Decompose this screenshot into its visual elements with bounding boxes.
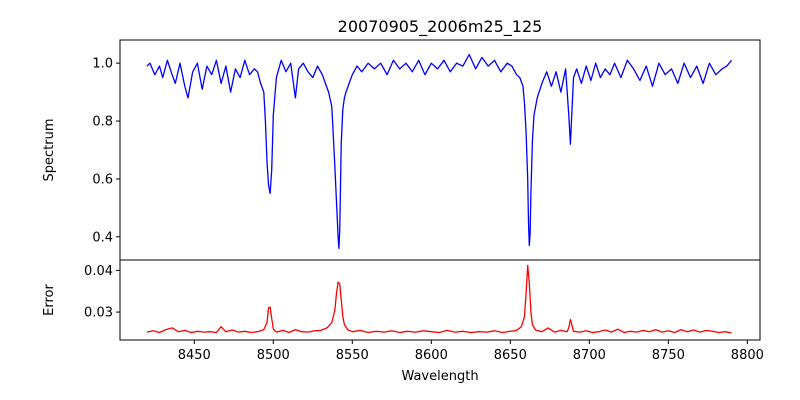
error-line (146, 264, 732, 334)
x-tick-label: 8700 (573, 348, 606, 363)
error-y-tick-label: 0.04 (84, 264, 113, 279)
spectrum-y-ticks: 0.4 0.6 0.8 1.0 (92, 57, 120, 245)
spectrum-line (146, 53, 733, 250)
spectrum-y-tick-label: 0.8 (92, 115, 113, 130)
x-axis-label: Wavelength (401, 369, 478, 384)
spectrum-y-label: Spectrum (42, 119, 57, 182)
spectrum-panel: 0.4 0.6 0.8 1.0 Spectrum (42, 39, 761, 261)
spectrum-y-tick-label: 0.6 (92, 172, 113, 187)
x-tick-label: 8750 (652, 348, 685, 363)
spectrum-y-tick-label: 1.0 (92, 57, 113, 72)
x-tick-label: 8800 (731, 348, 764, 363)
error-axes-frame (119, 259, 761, 341)
x-tick-label: 8650 (494, 348, 527, 363)
error-y-ticks: 0.03 0.04 (84, 264, 120, 321)
x-tick-label: 8500 (257, 348, 290, 363)
x-tick-label: 8600 (415, 348, 448, 363)
error-panel: 0.03 0.04 8450 8500 8550 8600 8650 8700 8750 880… (42, 259, 764, 384)
chart-title: 20070905_2006m25_125 (338, 17, 543, 37)
spectrum-y-tick-label: 0.4 (92, 230, 113, 245)
x-tick-label: 8450 (178, 348, 211, 363)
x-tick-label: 8550 (336, 348, 369, 363)
error-y-label: Error (42, 284, 57, 316)
error-x-ticks: 8450 8500 8550 8600 8650 8700 8750 8800 (178, 340, 764, 363)
error-y-tick-label: 0.03 (84, 306, 113, 321)
